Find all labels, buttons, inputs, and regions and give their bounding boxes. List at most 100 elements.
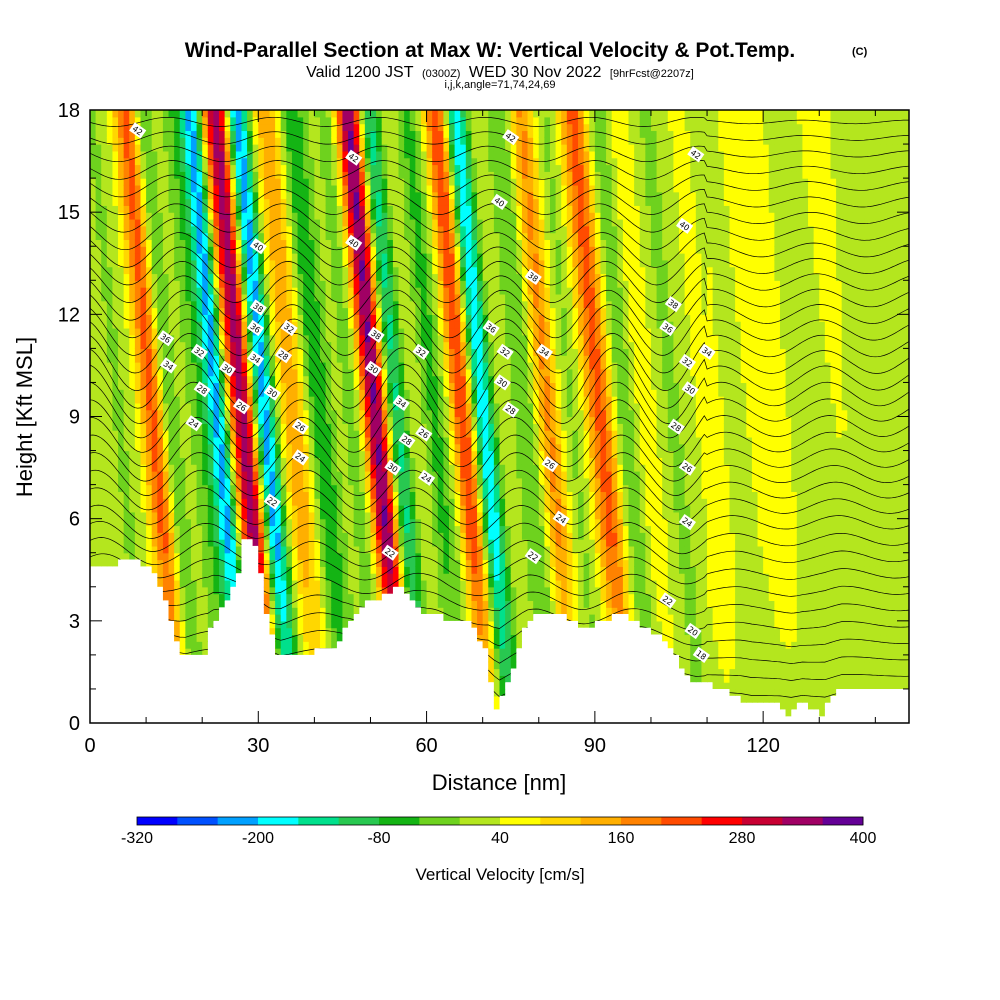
heatmap-cell: [134, 375, 142, 384]
heatmap-cell: [336, 436, 344, 445]
heatmap-cell: [101, 273, 108, 281]
heatmap-cell: [157, 566, 164, 574]
heatmap-cell: [387, 416, 394, 424]
heatmap-cell: [247, 123, 254, 132]
heatmap-cell: [258, 423, 265, 431]
heatmap-cell: [196, 164, 203, 172]
heatmap-cell: [190, 307, 198, 315]
heatmap-cell: [297, 389, 304, 397]
heatmap-cell: [370, 123, 377, 132]
heatmap-cell: [342, 150, 349, 159]
heatmap-cell: [376, 443, 383, 452]
heatmap-cell: [106, 368, 114, 377]
heatmap-cell: [219, 321, 226, 329]
heatmap-cell: [269, 334, 276, 343]
heatmap-cell: [392, 212, 400, 220]
heatmap-cell: [95, 464, 102, 472]
heatmap-cell: [325, 396, 332, 404]
heatmap-cell: [342, 191, 349, 200]
heatmap-cell: [303, 416, 310, 424]
heatmap-cell: [230, 559, 237, 567]
heatmap-cell: [185, 389, 192, 397]
heatmap-cell: [179, 368, 186, 377]
heatmap-cell: [353, 436, 360, 445]
heatmap-cell: [308, 620, 315, 629]
heatmap-cell: [241, 287, 248, 295]
heatmap-cell: [168, 491, 175, 499]
heatmap-cell: [342, 321, 349, 329]
heatmap-cell: [162, 171, 170, 179]
heatmap-cell: [112, 300, 119, 309]
heatmap-cell: [101, 110, 108, 118]
heatmap-cell: [230, 539, 237, 547]
heatmap-cell: [95, 259, 102, 268]
heatmap-cell: [381, 552, 388, 561]
heatmap-cell: [219, 579, 226, 588]
heatmap-cell: [370, 559, 377, 567]
heatmap-cell: [157, 409, 164, 418]
heatmap-cell: [364, 246, 372, 254]
heatmap-cell: [174, 130, 181, 138]
heatmap-cell: [325, 171, 332, 179]
heatmap-cell: [297, 314, 304, 322]
heatmap-cell: [118, 321, 125, 329]
heatmap-cell: [168, 137, 175, 145]
heatmap-cell: [207, 212, 215, 220]
heatmap-cell: [224, 300, 231, 309]
heatmap-cell: [359, 375, 366, 384]
heatmap-cell: [213, 225, 220, 234]
heatmap-cell: [247, 259, 254, 268]
heatmap-cell: [314, 266, 321, 275]
heatmap-cell: [224, 198, 231, 206]
heatmap-cell: [263, 178, 271, 186]
heatmap-cell: [381, 300, 388, 309]
heatmap-cell: [224, 273, 231, 281]
heatmap-cell: [275, 123, 282, 132]
heatmap-cell: [207, 246, 215, 254]
heatmap-cell: [235, 321, 243, 329]
heatmap-cell: [297, 327, 304, 336]
heatmap-cell: [291, 545, 299, 554]
heatmap-cell: [348, 396, 355, 404]
heatmap-cell: [101, 259, 108, 268]
heatmap-cell: [190, 593, 198, 601]
heatmap-cell: [241, 191, 248, 200]
heatmap-cell: [174, 164, 181, 172]
heatmap-cell: [151, 144, 158, 152]
heatmap-cell: [202, 225, 209, 234]
heatmap-cell: [168, 552, 175, 561]
heatmap-cell: [112, 416, 119, 424]
heatmap-cell: [359, 436, 366, 445]
heatmap-cell: [331, 348, 338, 356]
heatmap-cell: [106, 470, 114, 479]
heatmap-cell: [196, 137, 203, 145]
heatmap-cell: [353, 566, 360, 574]
heatmap-cell: [151, 436, 158, 445]
heatmap-cell: [118, 171, 125, 179]
heatmap-cell: [269, 484, 276, 493]
heatmap-cell: [297, 532, 304, 540]
heatmap-cell: [291, 232, 299, 241]
heatmap-cell: [353, 355, 360, 363]
heatmap-cell: [157, 579, 164, 588]
heatmap-cell: [140, 348, 147, 356]
heatmap-cell: [207, 382, 215, 390]
heatmap-cell: [325, 266, 332, 275]
heatmap-cell: [258, 443, 265, 452]
heatmap-cell: [308, 334, 315, 343]
heatmap-cell: [235, 287, 243, 295]
heatmap-cell: [353, 389, 360, 397]
heatmap-cell: [179, 491, 186, 499]
heatmap-cell: [168, 130, 175, 138]
heatmap-cell: [168, 266, 175, 275]
heatmap-cell: [258, 164, 265, 172]
heatmap-cell: [308, 293, 315, 302]
heatmap-cell: [286, 532, 293, 540]
heatmap-cell: [308, 157, 315, 166]
heatmap-cell: [140, 368, 147, 377]
heatmap-cell: [179, 239, 186, 247]
heatmap-cell: [286, 253, 293, 261]
heatmap-cell: [190, 620, 198, 629]
heatmap-cell: [146, 178, 153, 186]
heatmap-cell: [387, 178, 394, 186]
